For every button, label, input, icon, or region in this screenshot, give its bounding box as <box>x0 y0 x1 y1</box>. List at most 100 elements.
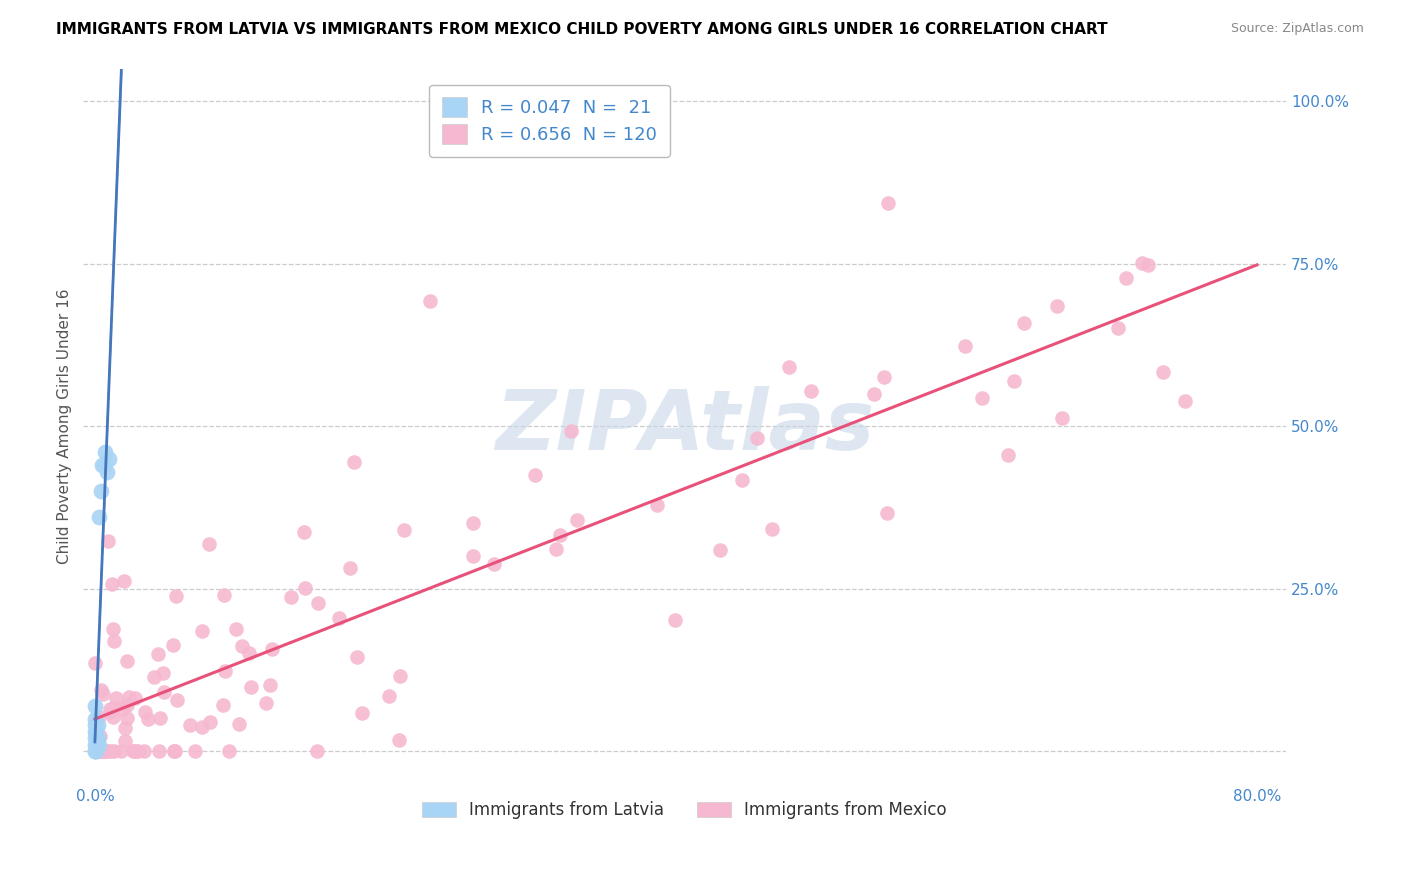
Point <box>98 702 121 716</box>
Point <box>148 744 170 758</box>
Point <box>136 712 159 726</box>
Point <box>134 744 156 758</box>
Point <box>388 732 411 747</box>
Y-axis label: Child Poverty Among Girls Under 16: Child Poverty Among Girls Under 16 <box>58 288 72 564</box>
Point <box>778 360 800 375</box>
Point <box>84 718 107 732</box>
Point <box>84 744 107 758</box>
Point <box>461 516 484 530</box>
Point <box>1152 365 1174 379</box>
Point <box>307 596 329 610</box>
Point <box>307 744 329 758</box>
Point <box>84 698 107 713</box>
Point <box>163 744 186 758</box>
Point <box>863 387 886 401</box>
Point <box>1174 394 1197 409</box>
Point <box>664 613 686 627</box>
Point <box>339 560 361 574</box>
Point <box>419 294 441 309</box>
Point <box>1046 299 1069 313</box>
Point <box>523 467 546 482</box>
Point <box>647 498 669 512</box>
Point <box>89 510 111 524</box>
Point <box>127 744 149 758</box>
Point <box>89 729 111 743</box>
Point <box>110 744 132 758</box>
Point <box>184 744 207 758</box>
Point <box>328 611 350 625</box>
Point <box>87 718 110 732</box>
Point <box>800 384 823 398</box>
Point <box>111 702 134 716</box>
Point <box>87 744 110 758</box>
Point <box>461 549 484 564</box>
Point <box>165 589 187 603</box>
Point <box>97 744 120 758</box>
Point <box>259 678 281 692</box>
Point <box>93 458 115 472</box>
Point <box>377 689 399 703</box>
Point <box>761 522 783 536</box>
Point <box>100 744 122 758</box>
Point <box>84 656 107 670</box>
Point <box>101 622 124 636</box>
Point <box>90 484 112 499</box>
Point <box>84 724 107 739</box>
Point <box>254 697 277 711</box>
Point <box>84 744 107 758</box>
Point <box>114 734 136 748</box>
Point <box>97 533 120 548</box>
Point <box>262 642 284 657</box>
Point <box>482 557 505 571</box>
Point <box>86 724 108 739</box>
Point <box>115 710 138 724</box>
Point <box>228 716 250 731</box>
Point <box>89 738 111 752</box>
Point <box>389 669 412 683</box>
Point <box>90 744 112 758</box>
Point <box>970 391 993 405</box>
Point <box>162 638 184 652</box>
Point <box>239 681 262 695</box>
Point <box>114 721 136 735</box>
Point <box>98 451 121 466</box>
Point <box>214 664 236 678</box>
Point <box>731 473 754 487</box>
Point <box>149 711 172 725</box>
Point <box>122 744 145 758</box>
Point <box>292 524 315 539</box>
Point <box>294 581 316 595</box>
Point <box>84 738 107 752</box>
Text: Source: ZipAtlas.com: Source: ZipAtlas.com <box>1230 22 1364 36</box>
Point <box>877 195 900 210</box>
Point <box>1115 271 1137 285</box>
Point <box>166 693 188 707</box>
Point <box>546 542 568 557</box>
Point <box>112 574 135 588</box>
Point <box>91 687 114 701</box>
Point <box>87 744 110 758</box>
Point <box>163 744 186 758</box>
Point <box>87 731 110 746</box>
Point <box>876 506 898 520</box>
Point <box>118 690 141 705</box>
Point <box>94 445 117 459</box>
Point <box>84 712 107 726</box>
Point <box>103 634 125 648</box>
Point <box>91 458 114 472</box>
Point <box>955 339 977 353</box>
Point <box>565 513 588 527</box>
Point <box>86 744 108 758</box>
Point <box>218 744 240 758</box>
Point <box>101 577 124 591</box>
Point <box>87 710 110 724</box>
Point <box>238 646 260 660</box>
Point <box>103 700 125 714</box>
Point <box>93 744 115 758</box>
Point <box>225 623 247 637</box>
Point <box>104 691 127 706</box>
Point <box>212 588 235 602</box>
Point <box>96 465 118 479</box>
Point <box>350 706 373 720</box>
Point <box>709 543 731 558</box>
